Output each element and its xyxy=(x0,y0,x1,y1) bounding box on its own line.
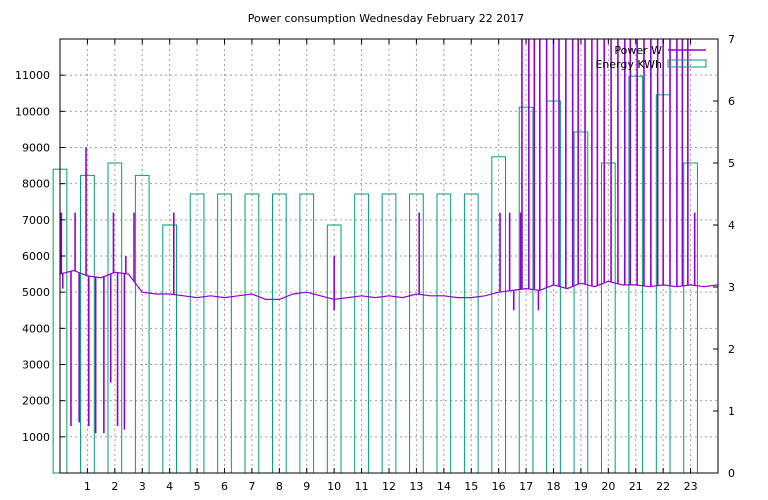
legend-energy-swatch xyxy=(667,59,707,68)
y2-tick-label: 2 xyxy=(728,343,735,356)
y-tick-label: 8000 xyxy=(22,178,50,191)
x-tick-label: 16 xyxy=(492,480,506,493)
legend-energy-label: Energy KWh xyxy=(595,58,662,71)
x-axis: 1 2 3 4 5 6 7 8 9 10 11 12 13 14 15 16 17 18 19 20 21 22 23 xyxy=(84,39,698,493)
y2-tick-label: 1 xyxy=(728,405,735,418)
y2-tick-label: 6 xyxy=(728,95,735,108)
x-tick-label: 2 xyxy=(111,480,118,493)
x-tick-label: 11 xyxy=(355,480,369,493)
y-tick-label: 7000 xyxy=(22,214,50,227)
x-tick-label: 23 xyxy=(684,480,698,493)
x-tick-label: 6 xyxy=(221,480,228,493)
y2-tick-label: 3 xyxy=(728,281,735,294)
x-tick-label: 18 xyxy=(547,480,561,493)
y2-tick-label: 4 xyxy=(728,219,735,232)
y-tick-label: 10000 xyxy=(15,105,50,118)
y-tick-label: 3000 xyxy=(22,359,50,372)
y-tick-label: 1000 xyxy=(22,431,50,444)
x-tick-label: 20 xyxy=(601,480,615,493)
power-line xyxy=(59,269,719,301)
y-tick-label: 9000 xyxy=(22,142,50,155)
legend-power-label: Power W xyxy=(614,44,662,57)
x-tick-label: 10 xyxy=(327,480,341,493)
x-tick-label: 5 xyxy=(194,480,201,493)
x-tick-label: 19 xyxy=(574,480,588,493)
x-tick-label: 7 xyxy=(248,480,255,493)
y-axis-right: 0 1 2 3 4 5 6 7 xyxy=(713,33,735,480)
x-tick-label: 15 xyxy=(464,480,478,493)
y-axis-left: 1000 2000 3000 4000 5000 6000 7000 8000 9000 1000… xyxy=(15,69,65,444)
x-tick-label: 13 xyxy=(409,480,423,493)
x-tick-label: 22 xyxy=(656,480,670,493)
x-tick-label: 17 xyxy=(519,480,533,493)
y-tick-label: 11000 xyxy=(15,69,50,82)
x-tick-label: 4 xyxy=(166,480,173,493)
y2-tick-label: 7 xyxy=(728,33,735,46)
y-tick-label: 2000 xyxy=(22,395,50,408)
y2-tick-label: 0 xyxy=(728,467,735,480)
x-tick-label: 9 xyxy=(303,480,310,493)
grid xyxy=(60,39,718,473)
y-tick-label: 4000 xyxy=(22,322,50,335)
power-line-layer xyxy=(59,39,719,434)
y-tick-label: 6000 xyxy=(22,250,50,263)
x-tick-label: 14 xyxy=(437,480,451,493)
x-tick-label: 21 xyxy=(629,480,643,493)
x-tick-label: 1 xyxy=(84,480,91,493)
x-tick-label: 3 xyxy=(139,480,146,493)
y-tick-label: 5000 xyxy=(22,286,50,299)
x-tick-label: 12 xyxy=(382,480,396,493)
chart-title: Power consumption Wednesday February 22 … xyxy=(248,12,524,25)
legend: Power W Energy KWh xyxy=(595,44,707,71)
y2-tick-label: 5 xyxy=(728,157,735,170)
x-tick-label: 8 xyxy=(276,480,283,493)
